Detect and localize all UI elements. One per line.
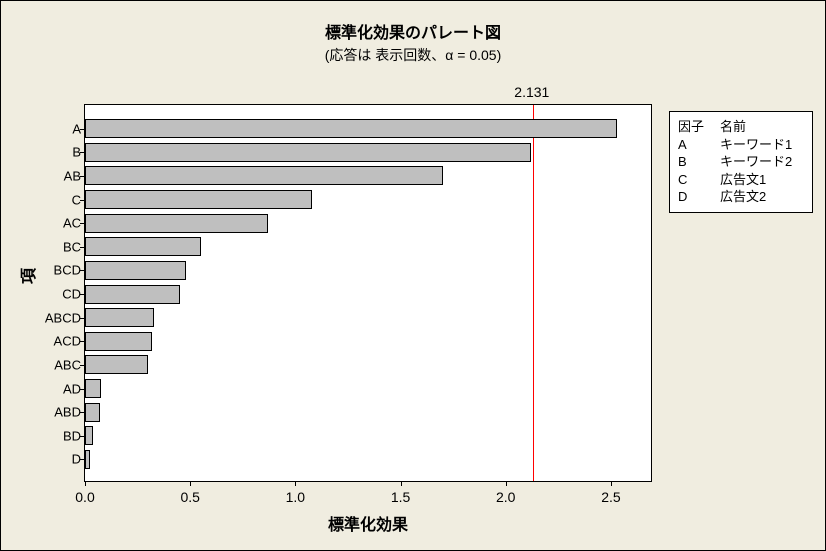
bar bbox=[85, 190, 312, 209]
ytick-label: ABCD bbox=[25, 310, 85, 325]
bar bbox=[85, 143, 531, 162]
plot-area: ABABCACBCBCDCDABCDACDABCADABDBDD0.00.51.… bbox=[84, 104, 652, 482]
ytick-label: D bbox=[25, 452, 85, 467]
ytick-label: ACD bbox=[25, 334, 85, 349]
bar bbox=[85, 403, 100, 422]
legend-val: キーワード2 bbox=[720, 153, 804, 171]
ytick-label: BC bbox=[25, 239, 85, 254]
xtick-mark bbox=[401, 481, 402, 486]
ytick-label: A bbox=[25, 121, 85, 136]
legend-key: A bbox=[678, 136, 720, 154]
legend-row: C広告文1 bbox=[678, 171, 804, 189]
legend-header-key: 因子 bbox=[678, 118, 720, 136]
ytick-label: BD bbox=[25, 428, 85, 443]
xtick-mark bbox=[85, 481, 86, 486]
xtick-mark bbox=[611, 481, 612, 486]
xtick-label: 0.0 bbox=[75, 489, 94, 505]
ytick-label: B bbox=[25, 145, 85, 160]
legend-key: B bbox=[678, 153, 720, 171]
xtick-label: 2.0 bbox=[496, 489, 515, 505]
xtick-label: 1.0 bbox=[286, 489, 305, 505]
chart-subtitle: (応答は 表示回数、α = 0.05) bbox=[1, 45, 825, 65]
legend-val: 広告文2 bbox=[720, 188, 804, 206]
bar bbox=[85, 237, 201, 256]
title-block: 標準化効果のパレート図 (応答は 表示回数、α = 0.05) bbox=[1, 19, 825, 65]
ytick-label: C bbox=[25, 192, 85, 207]
legend-row: Aキーワード1 bbox=[678, 136, 804, 154]
legend-header: 因子 名前 bbox=[678, 118, 804, 136]
xtick-mark bbox=[190, 481, 191, 486]
ytick-label: AD bbox=[25, 381, 85, 396]
legend-row: Bキーワード2 bbox=[678, 153, 804, 171]
ytick-label: ABD bbox=[25, 405, 85, 420]
legend-row: D広告文2 bbox=[678, 188, 804, 206]
xtick-label: 1.5 bbox=[391, 489, 410, 505]
bar bbox=[85, 166, 443, 185]
ytick-label: BCD bbox=[25, 263, 85, 278]
bar bbox=[85, 355, 148, 374]
legend-header-val: 名前 bbox=[720, 118, 804, 136]
xtick-label: 2.5 bbox=[601, 489, 620, 505]
bar bbox=[85, 214, 268, 233]
legend-box: 因子 名前 Aキーワード1Bキーワード2C広告文1D広告文2 bbox=[669, 111, 813, 213]
xtick-label: 0.5 bbox=[180, 489, 199, 505]
threshold-line bbox=[533, 105, 534, 481]
xaxis-title: 標準化効果 bbox=[84, 511, 652, 535]
bar bbox=[85, 450, 90, 469]
chart-title: 標準化効果のパレート図 bbox=[1, 19, 825, 43]
bar bbox=[85, 261, 186, 280]
xtick-mark bbox=[295, 481, 296, 486]
threshold-label: 2.131 bbox=[514, 84, 549, 100]
bar bbox=[85, 308, 154, 327]
ytick-label: AC bbox=[25, 216, 85, 231]
ytick-label: CD bbox=[25, 287, 85, 302]
legend-val: 広告文1 bbox=[720, 171, 804, 189]
legend-key: C bbox=[678, 171, 720, 189]
xtick-mark bbox=[506, 481, 507, 486]
bar bbox=[85, 332, 152, 351]
legend-key: D bbox=[678, 188, 720, 206]
bar bbox=[85, 119, 617, 138]
bar bbox=[85, 285, 180, 304]
ytick-label: AB bbox=[25, 168, 85, 183]
bar bbox=[85, 426, 93, 445]
ytick-label: ABC bbox=[25, 357, 85, 372]
legend-val: キーワード1 bbox=[720, 136, 804, 154]
bar bbox=[85, 379, 101, 398]
chart-container: 標準化効果のパレート図 (応答は 表示回数、α = 0.05) 項 ABABCA… bbox=[0, 0, 826, 551]
